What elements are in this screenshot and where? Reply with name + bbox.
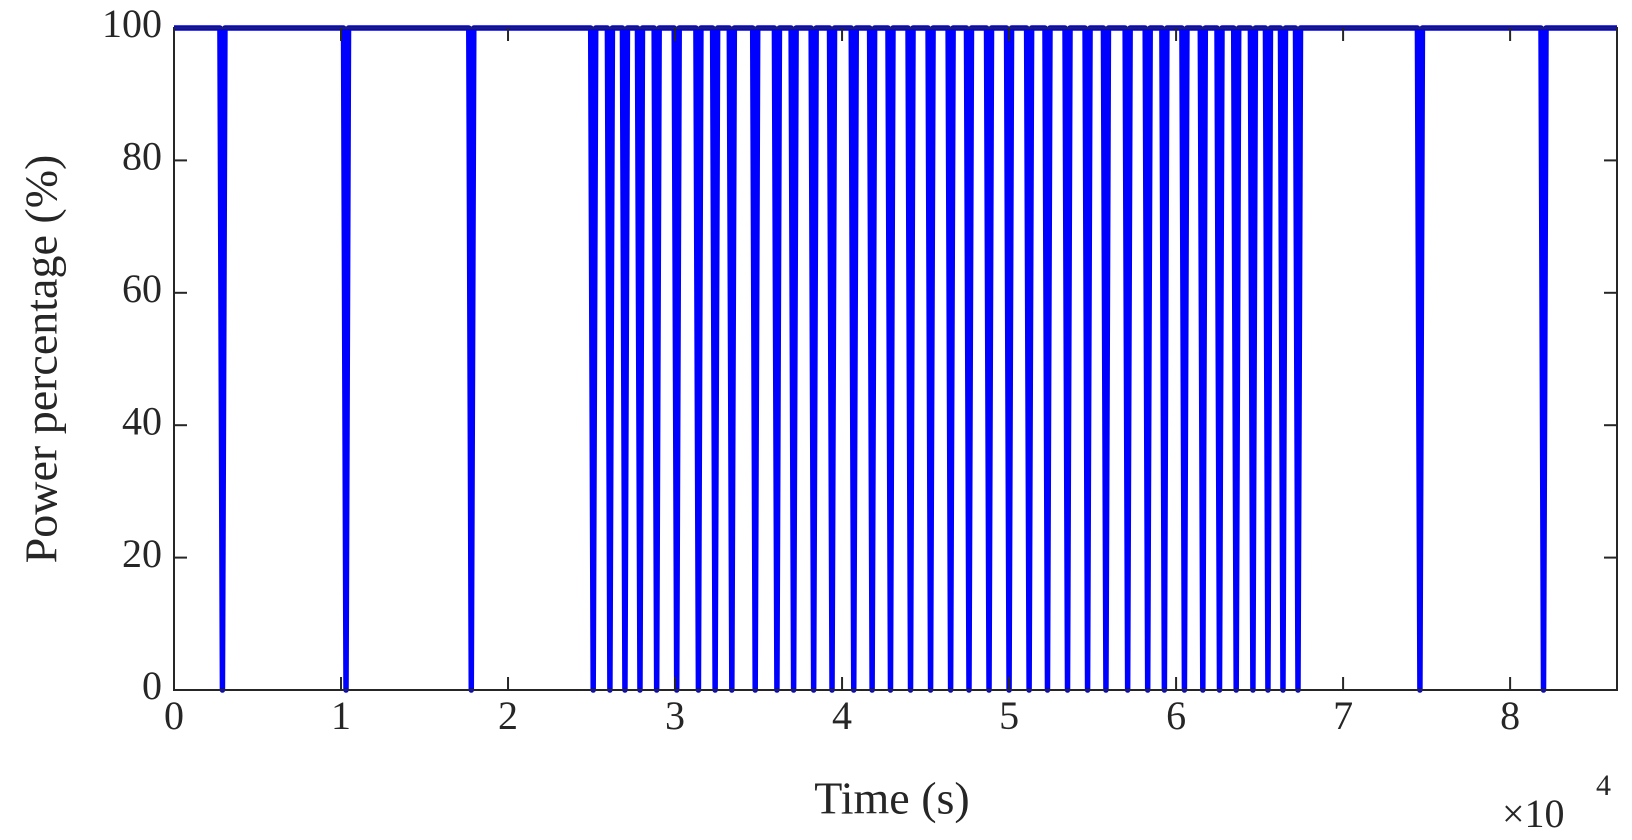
x-axis-label: Time (s) <box>814 773 970 824</box>
x-multiplier-exponent: 4 <box>1596 769 1611 802</box>
axes-box <box>173 27 1618 691</box>
y-tick-label: 100 <box>102 1 162 46</box>
y-axis-label: Power percentage (%) <box>16 155 67 564</box>
x-tick-label: 2 <box>498 693 518 738</box>
x-tick-label: 1 <box>331 693 351 738</box>
y-tick-label: 60 <box>122 266 162 311</box>
x-multiplier: ×10 <box>1502 791 1565 836</box>
y-tick-label: 40 <box>122 398 162 443</box>
x-tick-label: 6 <box>1166 693 1186 738</box>
x-tick-label: 3 <box>665 693 685 738</box>
x-tick-label: 7 <box>1333 693 1353 738</box>
y-tick-label: 20 <box>122 531 162 576</box>
y-tick-label: 0 <box>142 663 162 708</box>
x-tick-label: 5 <box>999 693 1019 738</box>
x-tick-label: 0 <box>164 693 184 738</box>
y-tick-label: 80 <box>122 134 162 179</box>
x-tick-label: 8 <box>1500 693 1520 738</box>
x-tick-label: 4 <box>832 693 852 738</box>
